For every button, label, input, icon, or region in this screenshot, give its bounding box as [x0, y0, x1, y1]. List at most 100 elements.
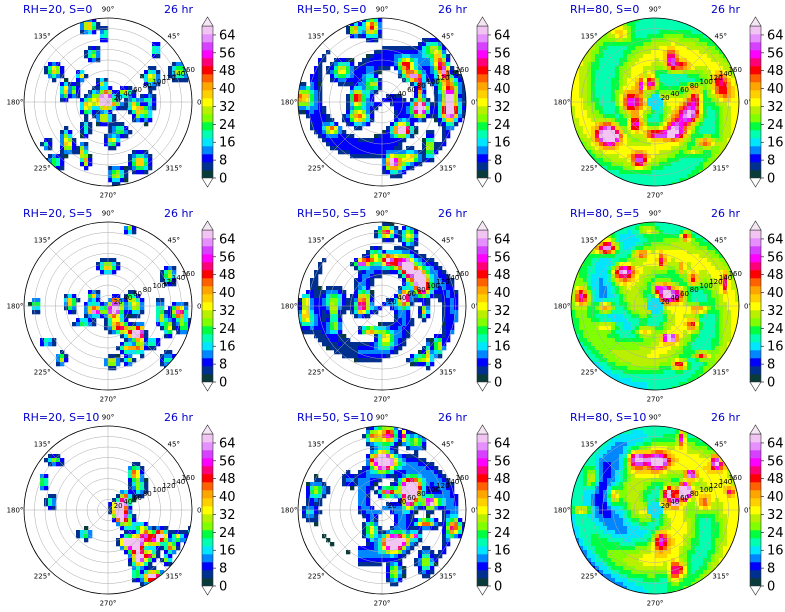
colorbar-tick-label: 8: [494, 358, 502, 373]
colorbar-segment: [477, 146, 488, 155]
colorbar-segment: [477, 358, 488, 367]
colorbar-tick-label: 32: [767, 508, 784, 523]
colorbar: 0 8 16 24 32 40 48 56 64: [476, 16, 511, 188]
angular-tick-label: 180°: [7, 99, 24, 107]
angular-tick-label: 0°: [744, 507, 752, 515]
colorbar-tick-label: 24: [219, 322, 236, 337]
colorbar-tick-label: 64: [767, 232, 784, 247]
colorbar-tick-label: 0: [494, 376, 502, 391]
colorbar-segment: [477, 294, 488, 303]
colorbar-segment: [202, 246, 213, 255]
colorbar-extend-max: [201, 424, 214, 435]
radial-tick-label: 120: [436, 482, 449, 490]
angular-tick-label: 225°: [308, 164, 325, 172]
colorbar-segment: [477, 58, 488, 67]
panel-5: 204060801001201401600°45°90°135°180°225°…: [281, 207, 511, 404]
radial-tick-label: 100: [700, 78, 713, 86]
colorbar-segment: [477, 554, 488, 563]
colorbar-tick-label: 16: [219, 544, 236, 559]
colorbar-segment: [477, 34, 488, 43]
colorbar-segment: [750, 254, 761, 263]
colorbar-segment: [750, 106, 761, 115]
colorbar-tick-label: 40: [767, 286, 784, 301]
colorbar-segment: [477, 154, 488, 163]
colorbar-segment: [477, 482, 488, 491]
colorbar-segment: [750, 578, 761, 587]
colorbar-segment: [202, 442, 213, 451]
angular-tick-label: 90°: [649, 414, 661, 422]
panel-title: RH=80, S=5: [570, 207, 639, 220]
colorbar-segment: [750, 26, 761, 35]
radial-tick-label: 60: [680, 290, 689, 298]
angular-tick-label: 135°: [34, 237, 51, 245]
angular-tick-label: 90°: [102, 6, 114, 14]
radial-tick-label: 80: [417, 286, 426, 294]
colorbar-extend-min: [749, 381, 762, 392]
colorbar-segment: [750, 286, 761, 295]
colorbar-segment: [477, 74, 488, 83]
angular-tick-label: 225°: [308, 368, 325, 376]
colorbar-tick-label: 8: [219, 562, 227, 577]
radial-tick-label: 160: [456, 270, 469, 278]
angular-tick-label: 0°: [471, 507, 479, 515]
angular-tick-label: 225°: [34, 572, 51, 580]
colorbar-segment: [750, 514, 761, 523]
colorbar-tick-label: 48: [767, 472, 784, 487]
angular-tick-label: 315°: [165, 164, 182, 172]
colorbar-segment: [477, 278, 488, 287]
colorbar: 0 8 16 24 32 40 48 56 64: [749, 16, 784, 188]
radial-tick-label: 120: [436, 278, 449, 286]
panel-time: 26 hr: [438, 3, 467, 16]
radial-tick-label: 140: [172, 274, 185, 282]
colorbar-tick-label: 56: [767, 46, 784, 61]
angular-tick-label: 180°: [281, 507, 298, 515]
colorbar-segment: [477, 130, 488, 139]
colorbar-segment: [477, 474, 488, 483]
colorbar-extend-max: [749, 220, 762, 231]
colorbar-segment: [202, 434, 213, 443]
colorbar-tick-label: 24: [494, 526, 511, 541]
polar-grid: [23, 17, 193, 187]
colorbar-extend-max: [476, 220, 489, 231]
colorbar-segment: [202, 90, 213, 99]
polar-frame: [297, 425, 467, 595]
colorbar-segment: [750, 154, 761, 163]
colorbar: 0 8 16 24 32 40 48 56 64: [201, 220, 236, 392]
colorbar-segment: [750, 570, 761, 579]
colorbar-segment: [477, 374, 488, 383]
colorbar-tick-label: 16: [494, 544, 511, 559]
colorbar-segment: [202, 294, 213, 303]
colorbar-segment: [477, 442, 488, 451]
colorbar-extend-min: [201, 381, 214, 392]
colorbar-segment: [202, 42, 213, 51]
colorbar-segment: [202, 50, 213, 59]
radial-tick-label: 80: [690, 286, 699, 294]
colorbar-segment: [750, 98, 761, 107]
angular-tick-label: 135°: [308, 237, 325, 245]
colorbar-tick-label: 0: [494, 580, 502, 595]
polar-frame: [297, 17, 467, 187]
colorbar-segment: [477, 262, 488, 271]
colorbar-segment: [750, 490, 761, 499]
radial-tick-label: 40: [123, 90, 132, 98]
colorbar-tick-label: 32: [767, 304, 784, 319]
colorbar-segment: [750, 358, 761, 367]
colorbar-segment: [202, 138, 213, 147]
colorbar-segment: [477, 578, 488, 587]
colorbar-segment: [750, 546, 761, 555]
colorbar-segment: [202, 122, 213, 131]
angular-tick-label: 315°: [712, 572, 729, 580]
panel-9: 204060801001201401600°45°90°135°180°225°…: [554, 411, 784, 608]
colorbar-segment: [202, 270, 213, 279]
colorbar-tick-label: 48: [494, 64, 511, 79]
colorbar-segment: [477, 106, 488, 115]
colorbar-tick-label: 64: [494, 28, 511, 43]
radial-tick-label: 40: [397, 294, 406, 302]
colorbar-segment: [477, 570, 488, 579]
colorbar-segment: [477, 254, 488, 263]
angular-tick-label: 45°: [715, 33, 727, 41]
colorbar-segment: [202, 230, 213, 239]
colorbar-segment: [477, 546, 488, 555]
radial-tick-label: 100: [153, 282, 166, 290]
